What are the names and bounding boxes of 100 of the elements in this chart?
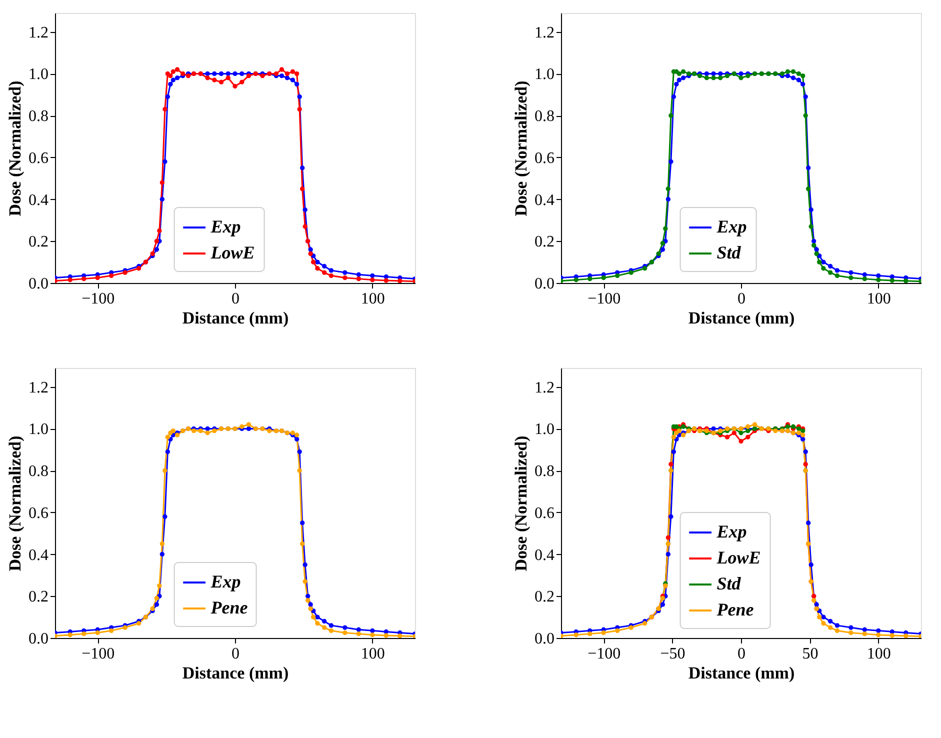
point — [300, 166, 305, 170]
point — [154, 596, 160, 601]
point — [796, 71, 802, 76]
point — [302, 207, 308, 212]
point — [704, 71, 709, 76]
point — [718, 71, 723, 76]
y-axis-title: Dose (Normalized) — [512, 436, 530, 572]
point — [574, 278, 578, 282]
point — [226, 71, 230, 76]
point — [315, 266, 320, 271]
point — [322, 270, 327, 275]
point — [328, 273, 334, 278]
point — [814, 251, 819, 256]
point — [218, 80, 224, 84]
point — [862, 272, 868, 277]
point — [310, 614, 316, 620]
point — [746, 424, 750, 429]
point — [796, 426, 802, 432]
point — [724, 434, 730, 440]
point — [680, 76, 686, 80]
point — [876, 628, 881, 634]
point — [834, 268, 840, 273]
point — [279, 67, 284, 72]
y-axis-title: Dose (Normalized) — [6, 436, 24, 572]
point — [108, 273, 114, 278]
legend-label: LowE — [716, 548, 761, 568]
x-tick-label: −100 — [82, 290, 115, 308]
point — [240, 424, 244, 429]
point — [834, 273, 840, 278]
point — [808, 207, 814, 212]
y-axis-title: Dose (Normalized) — [512, 80, 530, 216]
point — [674, 82, 679, 87]
point — [666, 186, 671, 192]
point — [808, 562, 814, 568]
point — [676, 78, 682, 82]
point — [680, 69, 686, 74]
point — [666, 535, 671, 540]
y-tick-label: 0.8 — [28, 463, 48, 480]
legend-label: LowE — [210, 242, 255, 262]
point — [162, 106, 168, 112]
point — [738, 71, 744, 76]
point — [290, 78, 296, 82]
point — [246, 422, 252, 427]
point — [718, 76, 723, 80]
point — [821, 260, 826, 264]
point — [232, 71, 238, 76]
point — [808, 224, 814, 229]
point — [82, 276, 86, 282]
point — [205, 76, 210, 80]
point — [738, 430, 744, 436]
y-tick-label: 0.4 — [534, 546, 554, 564]
point — [68, 278, 72, 282]
y-tick-label: 0.4 — [28, 192, 48, 209]
point — [803, 94, 808, 100]
point — [302, 562, 308, 568]
point — [848, 630, 854, 636]
point — [800, 432, 806, 438]
y-tick-label: 1.2 — [28, 24, 48, 42]
point — [154, 247, 160, 252]
point — [574, 632, 578, 638]
point — [136, 621, 142, 626]
point — [398, 278, 402, 283]
point — [862, 627, 868, 632]
point — [666, 196, 671, 202]
point — [660, 240, 666, 246]
point — [315, 614, 320, 620]
point — [315, 621, 320, 626]
y-tick-label: 0.6 — [534, 150, 554, 167]
y-tick-label: 0.0 — [534, 630, 554, 648]
point — [816, 260, 822, 264]
point — [294, 71, 300, 76]
point — [790, 69, 796, 74]
point — [165, 434, 170, 440]
point — [284, 71, 290, 76]
point — [904, 278, 908, 283]
point — [800, 436, 806, 442]
point — [108, 628, 114, 634]
x-tick-label: 100 — [866, 290, 891, 308]
point — [205, 430, 210, 436]
point — [642, 266, 648, 271]
y-tick-label: 0.2 — [28, 234, 48, 251]
point — [356, 631, 362, 636]
y-tick-label: 0.2 — [28, 588, 48, 606]
point — [162, 514, 168, 519]
point — [297, 94, 302, 100]
legend-label: Exp — [716, 216, 747, 236]
point — [68, 632, 72, 638]
point — [342, 625, 348, 630]
point — [308, 251, 313, 256]
point — [157, 228, 162, 234]
point — [342, 270, 348, 275]
point — [834, 623, 840, 628]
x-tick-label: 100 — [360, 290, 385, 308]
point — [732, 430, 736, 436]
point — [738, 76, 744, 80]
point — [803, 449, 808, 454]
point — [218, 71, 224, 76]
point — [370, 273, 375, 278]
point — [356, 627, 362, 632]
point — [302, 579, 308, 584]
